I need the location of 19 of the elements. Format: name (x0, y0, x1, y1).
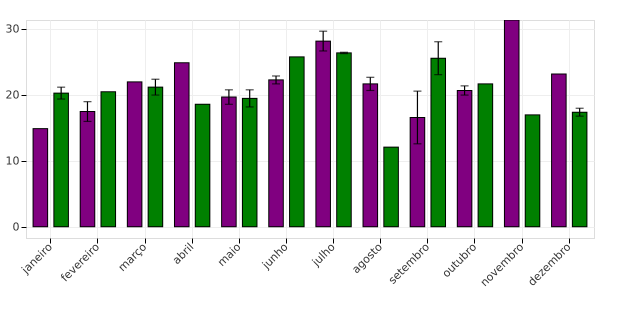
bar (524, 114, 540, 228)
bar (336, 52, 352, 228)
bar (383, 146, 399, 228)
bar (551, 74, 567, 228)
bar (504, 20, 520, 228)
bar (100, 91, 116, 228)
bar (194, 104, 210, 228)
bar (289, 56, 305, 228)
y-tick-label: 20 (6, 88, 20, 102)
bar (32, 128, 48, 228)
bar (126, 81, 142, 228)
bar (174, 62, 190, 228)
y-tick-label: 10 (6, 154, 20, 168)
bar (268, 79, 284, 228)
bar (478, 83, 494, 228)
y-tick-label: 30 (6, 22, 20, 36)
y-tick-label: 0 (12, 220, 20, 234)
bar (456, 90, 472, 228)
bar (572, 112, 588, 228)
